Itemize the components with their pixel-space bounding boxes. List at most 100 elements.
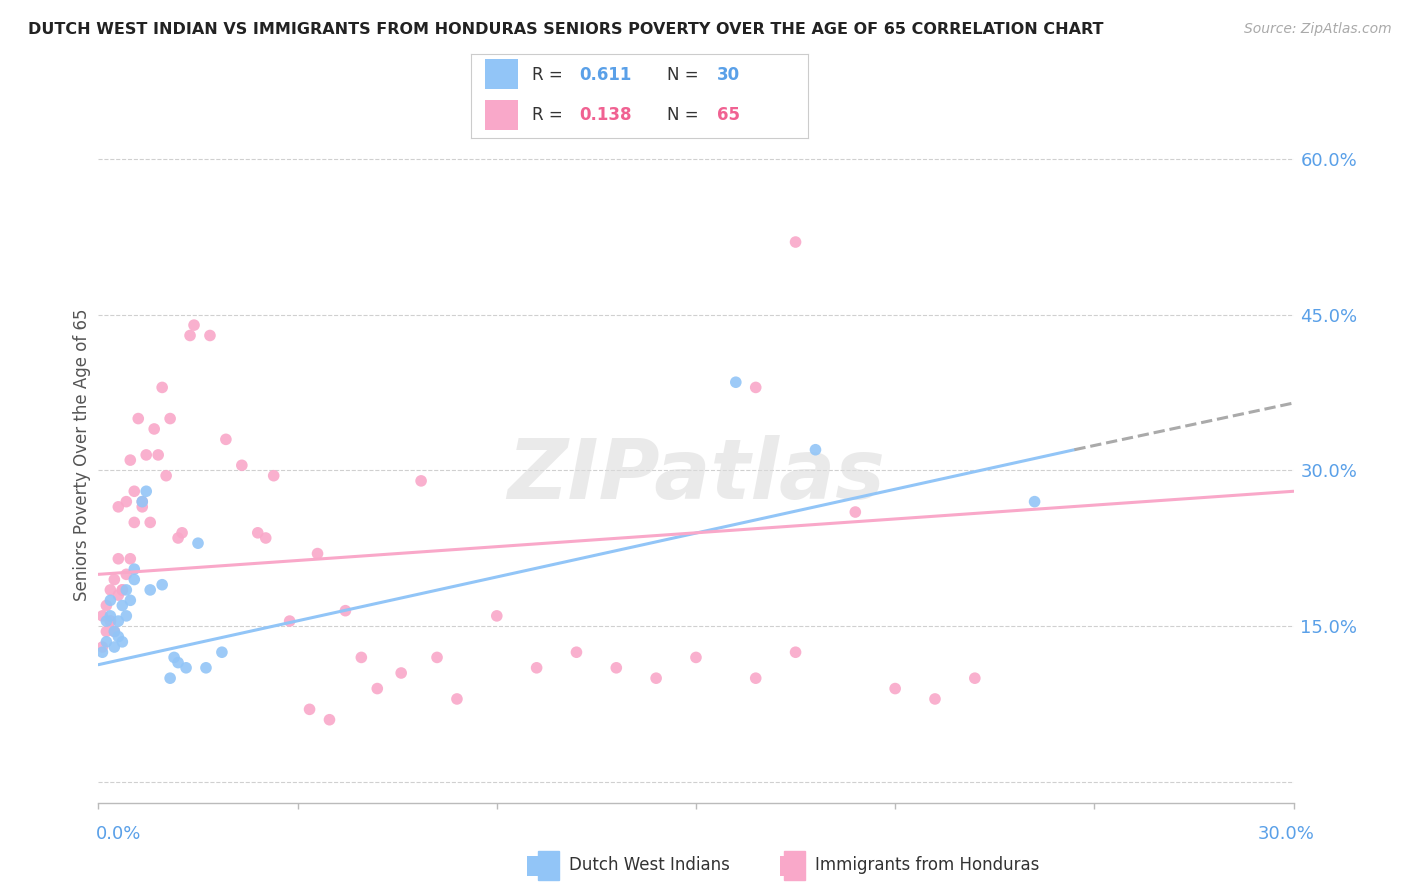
Point <box>111 582 134 597</box>
Text: Dutch West Indians: Dutch West Indians <box>569 856 730 874</box>
Point <box>143 422 166 436</box>
Point <box>263 468 285 483</box>
Point <box>115 494 138 508</box>
Point <box>135 448 157 462</box>
Bar <box>485 100 519 130</box>
Point <box>167 531 190 545</box>
Text: R =: R = <box>531 106 568 124</box>
Point <box>131 494 153 508</box>
Point <box>844 505 866 519</box>
Point <box>111 582 134 597</box>
Point <box>107 588 129 602</box>
Point <box>139 582 162 597</box>
Point <box>724 376 747 390</box>
Point <box>107 500 129 514</box>
Point <box>172 525 194 540</box>
Point <box>389 665 412 680</box>
Point <box>231 458 253 473</box>
Point <box>103 624 125 639</box>
Text: Immigrants from Honduras: Immigrants from Honduras <box>815 856 1040 874</box>
Point <box>785 645 807 659</box>
Point <box>174 661 197 675</box>
Point <box>155 468 177 483</box>
Point <box>115 567 138 582</box>
Text: Source: ZipAtlas.com: Source: ZipAtlas.com <box>1244 22 1392 37</box>
Point <box>111 599 134 613</box>
Point <box>91 645 114 659</box>
Point <box>111 635 134 649</box>
Point <box>804 442 827 457</box>
Point <box>298 702 321 716</box>
Point <box>254 531 277 545</box>
Point <box>1024 494 1046 508</box>
Text: 0.0%: 0.0% <box>96 825 141 843</box>
Point <box>107 630 129 644</box>
Text: 0.611: 0.611 <box>579 66 631 84</box>
Point <box>120 551 142 566</box>
Point <box>100 593 122 607</box>
Point <box>426 650 449 665</box>
Text: 65: 65 <box>717 106 741 124</box>
Point <box>366 681 388 696</box>
Point <box>124 516 146 530</box>
Point <box>127 411 149 425</box>
Point <box>120 593 142 607</box>
Point <box>131 494 153 508</box>
Point <box>446 692 468 706</box>
Point <box>120 453 142 467</box>
Point <box>187 536 209 550</box>
Point <box>246 525 269 540</box>
Point <box>91 608 114 623</box>
Point <box>183 318 205 332</box>
Point <box>159 411 181 425</box>
Point <box>135 484 157 499</box>
Y-axis label: Seniors Poverty Over the Age of 65: Seniors Poverty Over the Age of 65 <box>73 309 91 601</box>
Point <box>100 614 122 628</box>
Text: 30.0%: 30.0% <box>1258 825 1315 843</box>
Point <box>745 671 768 685</box>
Point <box>963 671 986 685</box>
Point <box>100 614 122 628</box>
Point <box>96 624 118 639</box>
Point <box>96 614 118 628</box>
Point <box>103 624 125 639</box>
Point <box>924 692 946 706</box>
Point <box>605 661 627 675</box>
Text: DUTCH WEST INDIAN VS IMMIGRANTS FROM HONDURAS SENIORS POVERTY OVER THE AGE OF 65: DUTCH WEST INDIAN VS IMMIGRANTS FROM HON… <box>28 22 1104 37</box>
Point <box>115 582 138 597</box>
Point <box>96 599 118 613</box>
Point <box>745 380 768 394</box>
Text: ZIPatlas: ZIPatlas <box>508 435 884 516</box>
Point <box>103 573 125 587</box>
Text: 0.138: 0.138 <box>579 106 631 124</box>
Point <box>139 516 162 530</box>
Point <box>103 640 125 654</box>
Point <box>195 661 218 675</box>
Point <box>198 328 221 343</box>
Point <box>131 500 153 514</box>
Point <box>278 614 301 628</box>
Point <box>350 650 373 665</box>
Point <box>179 328 201 343</box>
Point <box>318 713 340 727</box>
Point <box>115 608 138 623</box>
Point <box>335 604 357 618</box>
Point <box>215 433 238 447</box>
Point <box>124 484 146 499</box>
Point <box>107 614 129 628</box>
Point <box>96 635 118 649</box>
Point <box>91 640 114 654</box>
Text: N =: N = <box>666 66 703 84</box>
Point <box>565 645 588 659</box>
Point <box>526 661 548 675</box>
Point <box>148 448 170 462</box>
Text: 30: 30 <box>717 66 741 84</box>
Text: N =: N = <box>666 106 703 124</box>
Point <box>167 656 190 670</box>
Point <box>124 573 146 587</box>
Point <box>100 582 122 597</box>
Point <box>124 562 146 576</box>
Point <box>645 671 668 685</box>
Point <box>163 650 186 665</box>
Point <box>485 608 508 623</box>
